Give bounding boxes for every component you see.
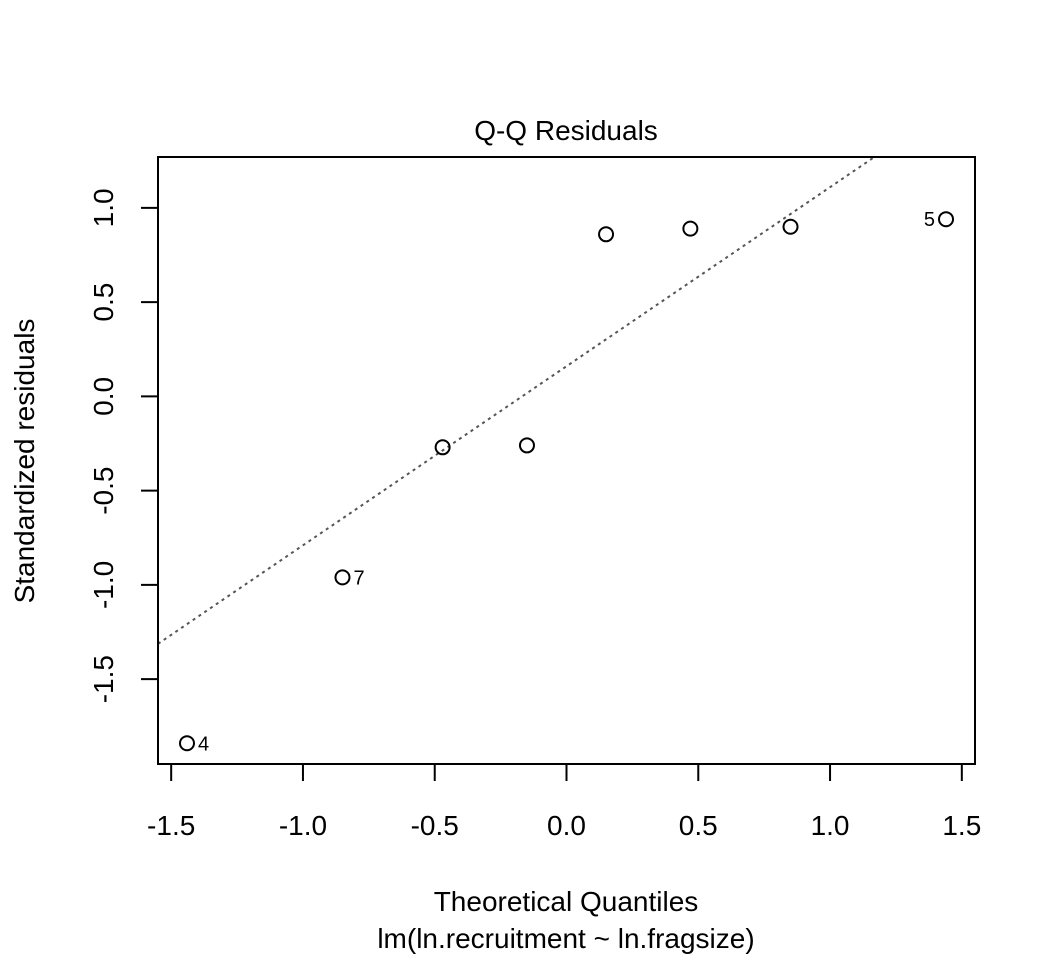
x-tick-label: -1.0 bbox=[279, 810, 327, 841]
y-tick-label: -1.0 bbox=[88, 561, 119, 609]
qq-reference-line bbox=[158, 157, 877, 645]
x-axis-label: Theoretical Quantiles bbox=[434, 886, 699, 917]
point-labels: 4 7 5 bbox=[198, 209, 935, 755]
data-point bbox=[434, 439, 451, 456]
reference-line-group bbox=[158, 157, 877, 645]
data-point bbox=[782, 218, 799, 235]
x-tick-label: 1.5 bbox=[942, 810, 981, 841]
data-point bbox=[178, 735, 195, 752]
chart-title: Q-Q Residuals bbox=[474, 115, 658, 146]
data-point bbox=[598, 226, 615, 243]
x-axis: -1.5 -1.0 -0.5 0.0 0.5 1.0 1.5 bbox=[147, 763, 981, 841]
y-tick-label: -1.5 bbox=[88, 655, 119, 703]
point-label: 7 bbox=[353, 567, 364, 589]
data-point bbox=[334, 569, 351, 586]
data-points bbox=[178, 211, 955, 752]
data-point bbox=[682, 220, 699, 237]
y-tick-label: 0.5 bbox=[88, 283, 119, 322]
data-point bbox=[518, 437, 535, 454]
x-tick-label: -1.5 bbox=[147, 810, 195, 841]
y-tick-label: 1.0 bbox=[88, 188, 119, 227]
y-tick-label: -0.5 bbox=[88, 467, 119, 515]
y-axis: -1.5 -1.0 -0.5 0.0 0.5 1.0 bbox=[88, 188, 159, 703]
x-tick-label: -0.5 bbox=[411, 810, 459, 841]
y-axis-label: Standardized residuals bbox=[9, 319, 40, 604]
point-label: 4 bbox=[198, 733, 209, 755]
y-tick-label: 0.0 bbox=[88, 377, 119, 416]
point-label: 5 bbox=[924, 209, 935, 231]
x-tick-label: 0.0 bbox=[547, 810, 586, 841]
plot-frame bbox=[157, 156, 976, 765]
x-axis-subtitle: lm(ln.recruitment ~ ln.fragsize) bbox=[377, 923, 754, 954]
data-point bbox=[938, 211, 955, 228]
x-tick-label: 0.5 bbox=[679, 810, 718, 841]
x-tick-label: 1.0 bbox=[811, 810, 850, 841]
